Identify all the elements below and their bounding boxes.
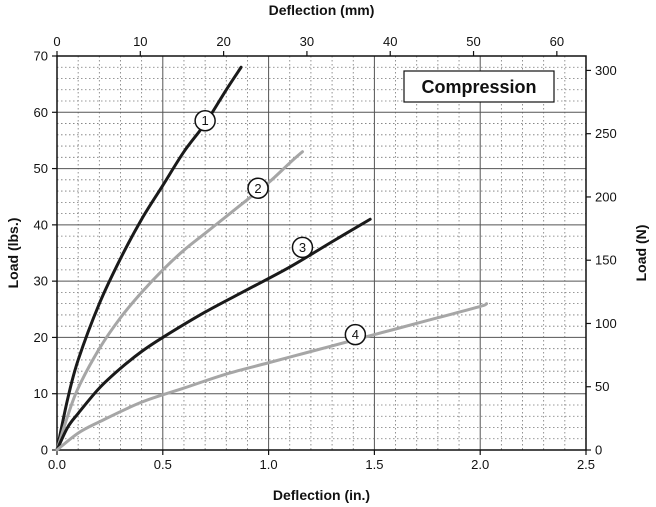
y-tick-label: 50 — [34, 161, 48, 176]
x-tick-label: 2.0 — [471, 457, 489, 472]
x-tick-label: 0.0 — [48, 457, 66, 472]
top-axis-title: Deflection (mm) — [269, 2, 375, 18]
y-tick-label: 0 — [41, 443, 48, 458]
curve-marker-1 — [194, 109, 216, 132]
top-tick-label: 20 — [216, 34, 230, 49]
series-line-4 — [55, 302, 489, 452]
curve-marker-3 — [291, 236, 314, 259]
plot-frame — [56, 55, 587, 451]
x-tick-label: 1.5 — [365, 457, 383, 472]
curve-label-3: 3 — [299, 240, 306, 255]
compression-label: Compression — [421, 77, 536, 97]
y-tick-label: 40 — [34, 217, 48, 232]
top-tick-label: 60 — [550, 34, 564, 49]
x-tick-label: 0.5 — [154, 457, 172, 472]
top-tick-label: 10 — [133, 34, 147, 49]
curve-marker-2 — [247, 177, 269, 200]
y-tick-label: 60 — [34, 105, 48, 120]
y-tick-label: 70 — [34, 49, 48, 64]
y-axis-title: Load (lbs.) — [5, 218, 21, 289]
curve-labels: 1 2 3 4 — [194, 109, 367, 346]
right-tick-label: 0 — [595, 443, 602, 458]
minor-grid — [57, 56, 586, 450]
major-grid — [57, 56, 586, 450]
y-tick-label: 20 — [34, 330, 48, 345]
y-tick-label: 10 — [34, 386, 48, 401]
x-axis-title: Deflection (in.) — [273, 487, 370, 503]
curve-label-4: 4 — [352, 327, 359, 342]
compression-box-frame — [403, 70, 555, 103]
top-tick-label: 40 — [383, 34, 397, 49]
top-tick-label: 30 — [300, 34, 314, 49]
axis-ticks — [52, 51, 591, 455]
right-axis-title: Load (N) — [633, 225, 649, 282]
right-tick-label: 250 — [595, 126, 617, 141]
x-tick-label: 1.0 — [260, 457, 278, 472]
top-tick-label: 50 — [466, 34, 480, 49]
series-line-3 — [55, 217, 372, 452]
right-tick-label: 200 — [595, 189, 617, 204]
x-tick-label: 2.5 — [577, 457, 595, 472]
curve-label-2: 2 — [254, 181, 261, 196]
right-tick-label: 300 — [595, 63, 617, 78]
right-tick-label: 150 — [595, 253, 617, 268]
compression-box: Compression — [403, 70, 555, 103]
y-tick-label: 30 — [34, 274, 48, 289]
right-tick-label: 50 — [595, 379, 609, 394]
right-tick-label: 100 — [595, 316, 617, 331]
top-tick-label: 0 — [53, 34, 60, 49]
curve-marker-4 — [344, 323, 367, 346]
tick-labels: 0.0 0.5 1.0 1.5 2.0 2.50 10 20 30 40 50 60010203040… — [34, 34, 617, 472]
curve-label-1: 1 — [202, 113, 209, 128]
